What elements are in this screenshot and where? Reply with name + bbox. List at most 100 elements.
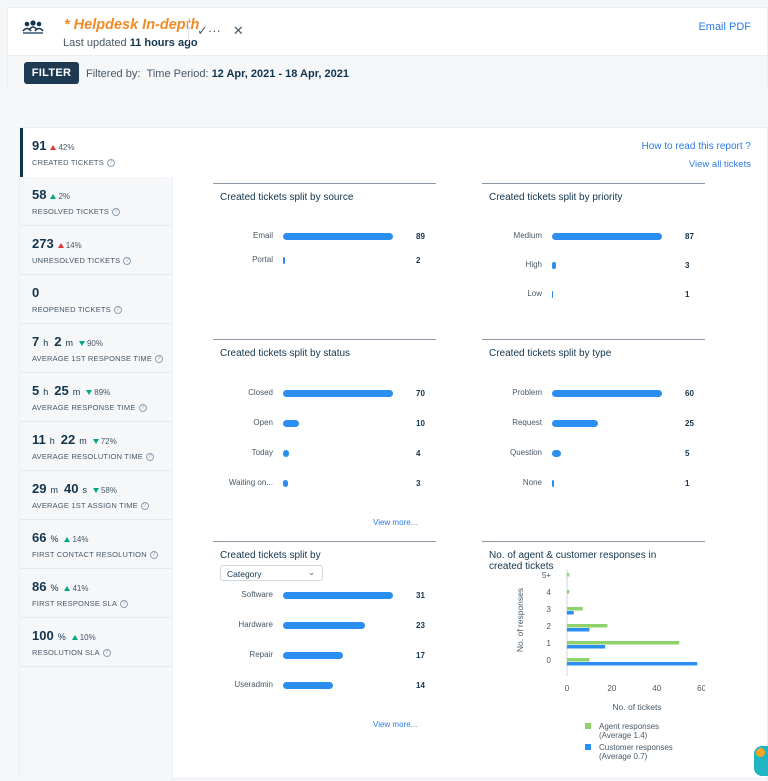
check-dots-icon[interactable]: ✓···: [197, 23, 221, 38]
bar-row[interactable]: Hardware 23: [213, 620, 436, 632]
bar[interactable]: [283, 652, 343, 659]
kpi-unit: h: [49, 436, 55, 446]
bar[interactable]: [283, 480, 288, 487]
x-tick-label: 60: [697, 684, 705, 693]
bar-row[interactable]: Today 4: [213, 448, 436, 460]
bar[interactable]: [552, 390, 662, 397]
kpi-label: REOPENED TICKETS?: [32, 305, 172, 314]
bar-row[interactable]: Question 5: [482, 448, 705, 460]
kpi-value: 5 h 25 m 89%: [32, 383, 172, 398]
kpi-number: 25: [54, 383, 69, 398]
bar-row[interactable]: Problem 60: [482, 388, 705, 400]
kpi-tile[interactable]: 100% 10% RESOLUTION SLA?: [20, 618, 172, 667]
card-type: Created tickets split by type Problem 60…: [482, 339, 705, 534]
kpi-tile[interactable]: 66% 14% FIRST CONTACT RESOLUTION?: [20, 520, 172, 569]
bar-row[interactable]: Low 1: [482, 289, 705, 301]
bar-row[interactable]: Useradmin 14: [213, 680, 436, 692]
kpi-unit: %: [50, 583, 59, 593]
info-icon[interactable]: ?: [112, 207, 121, 216]
info-icon[interactable]: ?: [120, 599, 129, 608]
bar-label: Useradmin: [234, 680, 273, 689]
bar-value: 10: [416, 419, 425, 428]
kpi-tile[interactable]: 29 m 40 s 58% AVERAGE 1ST ASSIGN TIME?: [20, 471, 172, 520]
kpi-number: 273: [32, 236, 54, 251]
bar-label: Low: [527, 289, 542, 298]
bar-row[interactable]: Medium 87: [482, 231, 705, 243]
kpi-tile[interactable]: 273 14% UNRESOLVED TICKETS?: [20, 226, 172, 275]
bar-value: 89: [416, 232, 425, 241]
trend-up-icon: [64, 537, 71, 542]
kpi-number: 40: [63, 481, 79, 496]
bar-row[interactable]: Waiting on... 3: [213, 478, 436, 490]
bar[interactable]: [283, 450, 289, 457]
customer-bar: [567, 645, 606, 649]
bar[interactable]: [283, 233, 393, 240]
filter-button[interactable]: FILTER: [24, 62, 79, 84]
view-more-link[interactable]: View more...: [373, 518, 418, 527]
bar[interactable]: [552, 262, 556, 269]
bar-row[interactable]: Email 89: [213, 231, 436, 243]
kpi-number: 29: [32, 481, 47, 496]
customer-bar: [567, 628, 590, 632]
info-icon[interactable]: ?: [113, 305, 122, 314]
bar[interactable]: [283, 622, 365, 629]
kpi-sidebar: 91 42% CREATED TICKETS? 58 2% RESOLVED TICK…: [20, 128, 173, 780]
card-title: Created tickets split by priority: [489, 192, 623, 203]
bar-row[interactable]: Open 10: [213, 418, 436, 430]
legend-label: Agent responses: [599, 722, 659, 731]
bar[interactable]: [552, 480, 554, 487]
info-icon[interactable]: ?: [138, 403, 147, 412]
split-by-select[interactable]: Category ⌄: [220, 565, 323, 581]
info-icon[interactable]: ?: [123, 256, 132, 265]
view-all-tickets-link[interactable]: View all tickets: [688, 159, 751, 170]
info-icon[interactable]: ?: [149, 550, 158, 559]
kpi-delta: 58%: [92, 486, 117, 495]
kpi-number: 100: [32, 628, 54, 643]
trend-down-icon: [86, 390, 93, 395]
bar[interactable]: [552, 420, 598, 427]
info-icon[interactable]: ?: [146, 452, 155, 461]
close-icon[interactable]: ✕: [232, 23, 244, 38]
info-icon[interactable]: ?: [155, 354, 164, 363]
info-icon[interactable]: ?: [140, 501, 149, 510]
bar-row[interactable]: Portal 2: [213, 255, 436, 267]
kpi-label: AVERAGE RESOLUTION TIME?: [32, 452, 172, 461]
kpi-number: 22: [60, 432, 76, 447]
kpi-tile[interactable]: 0 REOPENED TICKETS?: [20, 275, 172, 324]
y-tick-label: 3: [547, 605, 552, 614]
bar-row[interactable]: Software 31: [213, 590, 436, 602]
bar-row[interactable]: Request 25: [482, 418, 705, 430]
view-more-link[interactable]: View more...: [373, 720, 418, 729]
bar[interactable]: [283, 257, 285, 264]
kpi-tile[interactable]: 58 2% RESOLVED TICKETS?: [20, 177, 172, 226]
kpi-tile[interactable]: 11 h 22 m 72% AVERAGE RESOLUTION TIME?: [20, 422, 172, 471]
info-icon[interactable]: ?: [106, 158, 115, 167]
bar-row[interactable]: High 3: [482, 260, 705, 272]
report-title[interactable]: * Helpdesk In-depth: [64, 17, 200, 33]
kpi-number: 66: [32, 530, 47, 545]
bar[interactable]: [283, 592, 393, 599]
bar[interactable]: [552, 291, 553, 298]
bar-value: 17: [416, 651, 425, 660]
agent-bar: [567, 641, 680, 645]
kpi-tile[interactable]: 5 h 25 m 89% AVERAGE RESPONSE TIME?: [20, 373, 172, 422]
email-pdf-link[interactable]: Email PDF: [698, 21, 751, 33]
kpi-number: 0: [32, 285, 40, 300]
bar-row[interactable]: Closed 70: [213, 388, 436, 400]
bar[interactable]: [283, 390, 393, 397]
kpi-tile[interactable]: 86% 41% FIRST RESPONSE SLA?: [20, 569, 172, 618]
bar-label: Open: [253, 418, 273, 427]
bar[interactable]: [552, 233, 662, 240]
kpi-unit: %: [50, 534, 59, 544]
how-to-read-link[interactable]: How to read this report ?: [641, 141, 752, 152]
kpi-tile[interactable]: 91 42% CREATED TICKETS?: [20, 128, 173, 177]
bar-row[interactable]: None 1: [482, 478, 705, 490]
kpi-tile[interactable]: 7 h 2 m 90% AVERAGE 1ST RESPONSE TIME?: [20, 324, 172, 373]
info-icon[interactable]: ?: [102, 648, 111, 657]
legend-label: Customer responses: [599, 743, 673, 752]
bar-row[interactable]: Repair 17: [213, 650, 436, 662]
customer-bar: [567, 662, 698, 666]
bar[interactable]: [552, 450, 561, 457]
bar[interactable]: [283, 682, 333, 689]
bar[interactable]: [283, 420, 299, 427]
